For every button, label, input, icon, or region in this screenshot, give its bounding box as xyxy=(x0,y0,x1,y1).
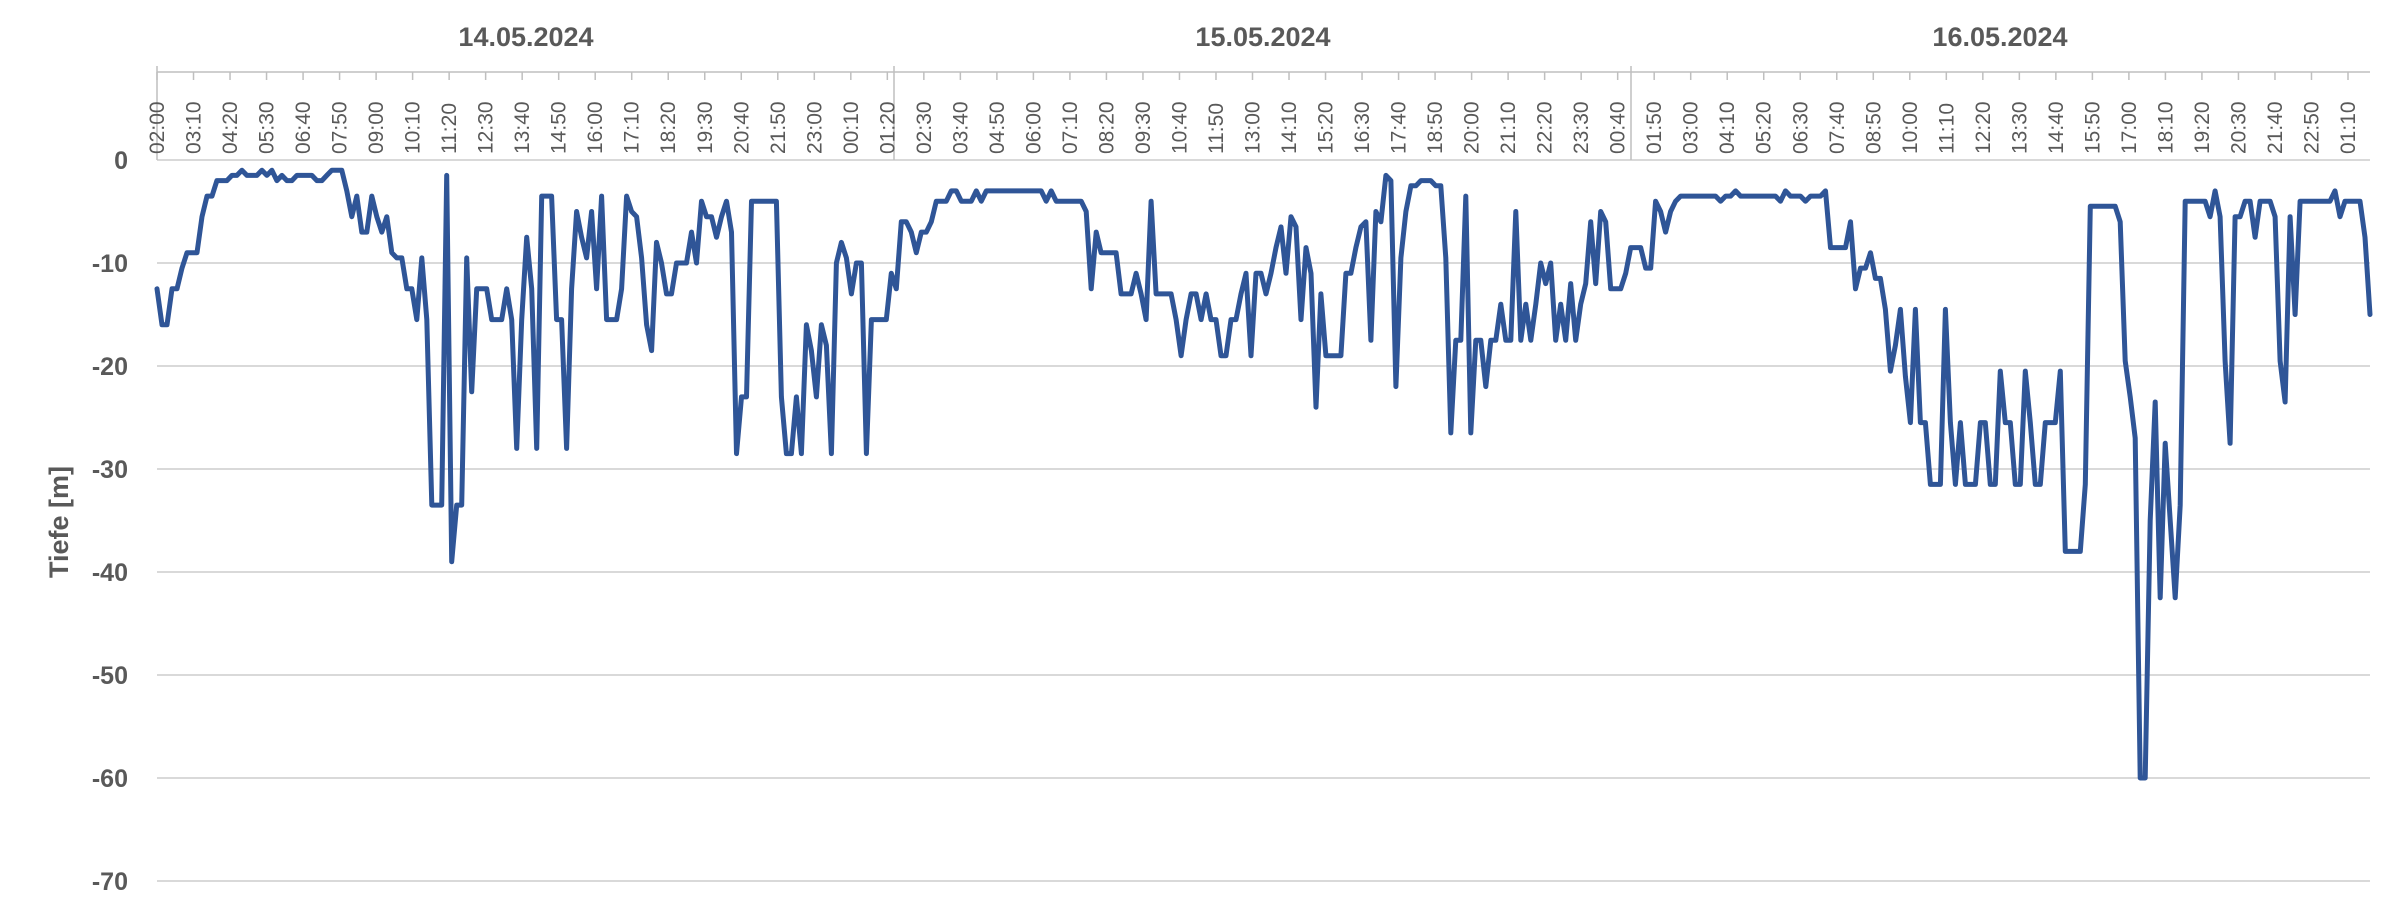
depth-series-line xyxy=(154,167,2373,781)
x-tick-label: 21:10 xyxy=(1497,101,1520,154)
date-label: 14.05.2024 xyxy=(458,22,593,52)
y-axis-label: Tiefe [m] xyxy=(44,466,74,578)
x-tick-label: 23:00 xyxy=(803,101,826,154)
x-tick-label: 01:10 xyxy=(2337,101,2360,154)
y-tick-label: -30 xyxy=(92,456,128,484)
x-tick-label: 04:50 xyxy=(986,101,1009,154)
grid-lines xyxy=(157,159,2370,882)
x-tick-label: 15:20 xyxy=(1315,101,1338,154)
x-tick-label: 14:50 xyxy=(548,101,571,154)
y-tick-label: -70 xyxy=(92,868,128,896)
x-tick-label: 17:40 xyxy=(1388,101,1411,154)
x-tick-label: 23:30 xyxy=(1570,101,1593,154)
x-tick-label: 11:20 xyxy=(438,103,461,154)
y-tick-label: -20 xyxy=(92,353,128,381)
y-tick-label: 0 xyxy=(114,147,128,175)
x-tick-label: 21:40 xyxy=(2264,101,2287,154)
x-tick-label: 06:30 xyxy=(1789,101,1812,154)
y-tick-label: -60 xyxy=(92,765,128,793)
x-tick-label: 02:00 xyxy=(146,101,169,154)
date-label: 15.05.2024 xyxy=(1195,22,1330,52)
x-tick-label: 03:00 xyxy=(1680,101,1703,154)
x-tick-label: 14:40 xyxy=(2045,101,2068,154)
x-tick-label: 18:10 xyxy=(2154,101,2177,154)
x-tick-label: 09:00 xyxy=(365,101,388,154)
y-tick-label: -50 xyxy=(92,662,128,690)
x-tick-label: 12:20 xyxy=(1972,101,1995,154)
x-tick-label: 01:50 xyxy=(1643,101,1666,154)
x-tick-label: 05:30 xyxy=(256,101,279,154)
x-tick-label: 16:30 xyxy=(1351,101,1374,154)
x-tick-label: 00:10 xyxy=(840,101,863,154)
x-tick-label: 07:10 xyxy=(1059,101,1082,154)
x-tick-label: 13:00 xyxy=(1242,101,1265,154)
x-tick-label: 20:30 xyxy=(2227,101,2250,154)
x-tick-label: 19:30 xyxy=(694,101,717,154)
x-tick-label: 21:50 xyxy=(767,101,790,154)
x-tick-label: 07:40 xyxy=(1826,101,1849,154)
x-tick-label: 07:50 xyxy=(329,101,352,154)
x-tick-label: 04:10 xyxy=(1716,101,1739,154)
x-tick-label: 15:50 xyxy=(2081,101,2104,154)
x-tick-label: 03:40 xyxy=(949,101,972,154)
x-tick-label: 20:00 xyxy=(1461,101,1484,154)
x-tick-label: 03:10 xyxy=(183,101,206,154)
x-tick-label: 05:20 xyxy=(1753,101,1776,154)
x-tick-label: 11:10 xyxy=(1935,103,1958,154)
x-tick-label: 22:20 xyxy=(1534,101,1557,154)
x-tick-label: 06:40 xyxy=(292,101,315,154)
x-tick-label: 02:30 xyxy=(913,101,936,154)
x-tick-label: 08:50 xyxy=(1862,101,1885,154)
y-tick-label: -10 xyxy=(92,250,128,278)
x-tick-labels: 02:00 03:10 04:20 05:30 06:40 07:50 09:00 10:10… xyxy=(146,101,2360,154)
x-tick-label: 11:50 xyxy=(1205,103,1228,154)
x-tick-label: 16:00 xyxy=(584,101,607,154)
x-tick-label: 01:20 xyxy=(876,101,899,154)
x-tick-label: 20:40 xyxy=(730,101,753,154)
x-tick-label: 17:10 xyxy=(621,101,644,154)
x-tick-label: 09:30 xyxy=(1132,101,1155,154)
x-tick-label: 22:50 xyxy=(2300,101,2323,154)
x-tick-label: 18:50 xyxy=(1424,101,1447,154)
y-tick-label: -40 xyxy=(92,559,128,587)
x-tick-label: 13:40 xyxy=(511,101,534,154)
x-tick-label: 13:30 xyxy=(2008,101,2031,154)
x-tick-label: 10:40 xyxy=(1168,101,1191,154)
x-tick-label: 08:20 xyxy=(1095,101,1118,154)
date-labels: 14.05.2024 15.05.2024 16.05.2024 xyxy=(458,22,2067,52)
x-tick-label: 10:10 xyxy=(402,101,425,154)
x-tick-label: 00:40 xyxy=(1607,101,1630,154)
x-tick-label: 18:20 xyxy=(657,101,680,154)
series-layer xyxy=(154,167,2373,781)
x-axis xyxy=(156,66,2370,160)
x-tick-label: 06:00 xyxy=(1022,101,1045,154)
date-label: 16.05.2024 xyxy=(1932,22,2067,52)
x-tick-label: 04:20 xyxy=(219,101,242,154)
x-tick-label: 17:00 xyxy=(2118,101,2141,154)
y-tick-labels: 0 -10 -20 -30 -40 -50 -60 -70 xyxy=(92,147,128,896)
x-tick-label: 10:00 xyxy=(1899,101,1922,154)
x-tick-label: 12:30 xyxy=(475,101,498,154)
x-tick-label: 19:20 xyxy=(2191,101,2214,154)
x-tick-label: 14:10 xyxy=(1278,101,1301,154)
